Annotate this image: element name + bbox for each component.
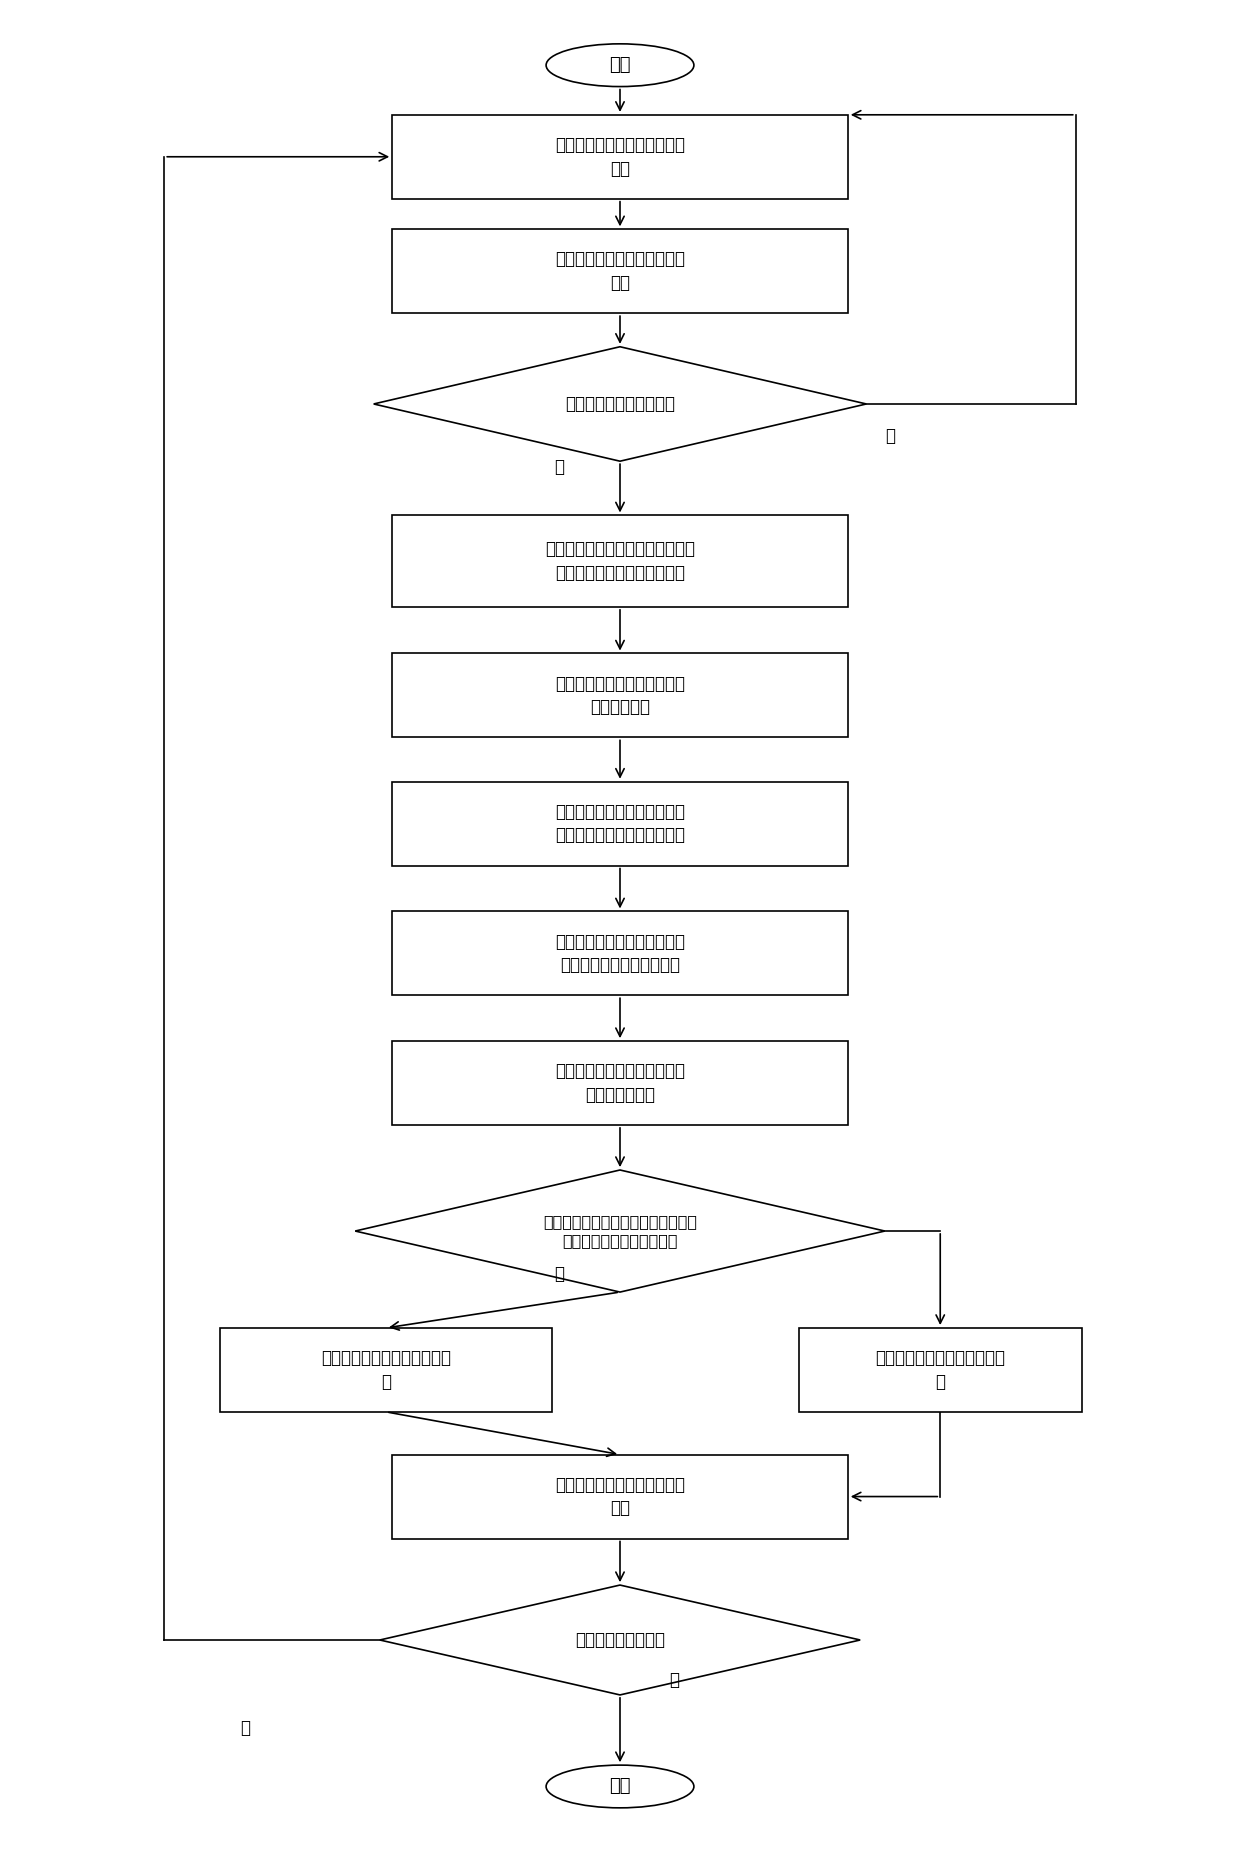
Text: 在解算结果所描述的横纵坐标处，验
证深度是否和相应假设一致: 在解算结果所描述的横纵坐标处，验 证深度是否和相应假设一致 — [543, 1214, 697, 1249]
Text: 根据多个假设深度将方程中深
度变量具体化，然后解方程组: 根据多个假设深度将方程中深 度变量具体化，然后解方程组 — [556, 802, 684, 845]
Polygon shape — [379, 1586, 861, 1694]
Text: 分别对每一假设深度的历史定
位结果做时间上的滑动平均: 分别对每一假设深度的历史定 位结果做时间上的滑动平均 — [556, 933, 684, 974]
Text: 提取一对已匹配的平台信息及量测
信息，根据几何关系列出方程: 提取一对已匹配的平台信息及量测 信息，根据几何关系列出方程 — [546, 540, 694, 582]
Text: 是否仍有新的量测值: 是否仍有新的量测值 — [575, 1631, 665, 1649]
Text: 是否满足设定的门限条件: 是否满足设定的门限条件 — [565, 395, 675, 413]
Ellipse shape — [546, 43, 694, 86]
Text: 是: 是 — [241, 1720, 250, 1737]
Bar — [219, 1328, 552, 1412]
Polygon shape — [373, 346, 867, 462]
Text: 是: 是 — [554, 458, 564, 475]
Text: 保留此假设深度及对应定位结
果: 保留此假设深度及对应定位结 果 — [321, 1348, 451, 1391]
Ellipse shape — [546, 1765, 694, 1808]
Bar — [392, 1455, 848, 1539]
Polygon shape — [355, 1171, 885, 1292]
Bar — [392, 516, 848, 608]
Text: 否: 否 — [885, 426, 895, 445]
Bar — [799, 1328, 1081, 1412]
Text: 根据海域粗测深度范围，提出
多个假设深度: 根据海域粗测深度范围，提出 多个假设深度 — [556, 675, 684, 716]
Text: 是: 是 — [554, 1264, 564, 1283]
Bar — [392, 911, 848, 995]
Text: 删除此假设深度及对应定位结
果: 删除此假设深度及对应定位结 果 — [875, 1348, 1006, 1391]
Text: 保留剩余多假设的深度及定位
结果: 保留剩余多假设的深度及定位 结果 — [556, 1475, 684, 1517]
Bar — [392, 114, 848, 198]
Text: 保留多假设深度对应的多个平
均后的定位结果: 保留多假设深度对应的多个平 均后的定位结果 — [556, 1062, 684, 1103]
Text: 开始: 开始 — [609, 56, 631, 75]
Text: 最新一帧信息和历史存储信息
匹配: 最新一帧信息和历史存储信息 匹配 — [556, 251, 684, 292]
Text: 存储最新的本平台信息及量测
信息: 存储最新的本平台信息及量测 信息 — [556, 137, 684, 178]
Bar — [392, 653, 848, 737]
Bar — [392, 230, 848, 312]
Text: 否: 否 — [670, 1670, 680, 1689]
Bar — [392, 1042, 848, 1126]
Bar — [392, 782, 848, 866]
Text: 结束: 结束 — [609, 1778, 631, 1795]
